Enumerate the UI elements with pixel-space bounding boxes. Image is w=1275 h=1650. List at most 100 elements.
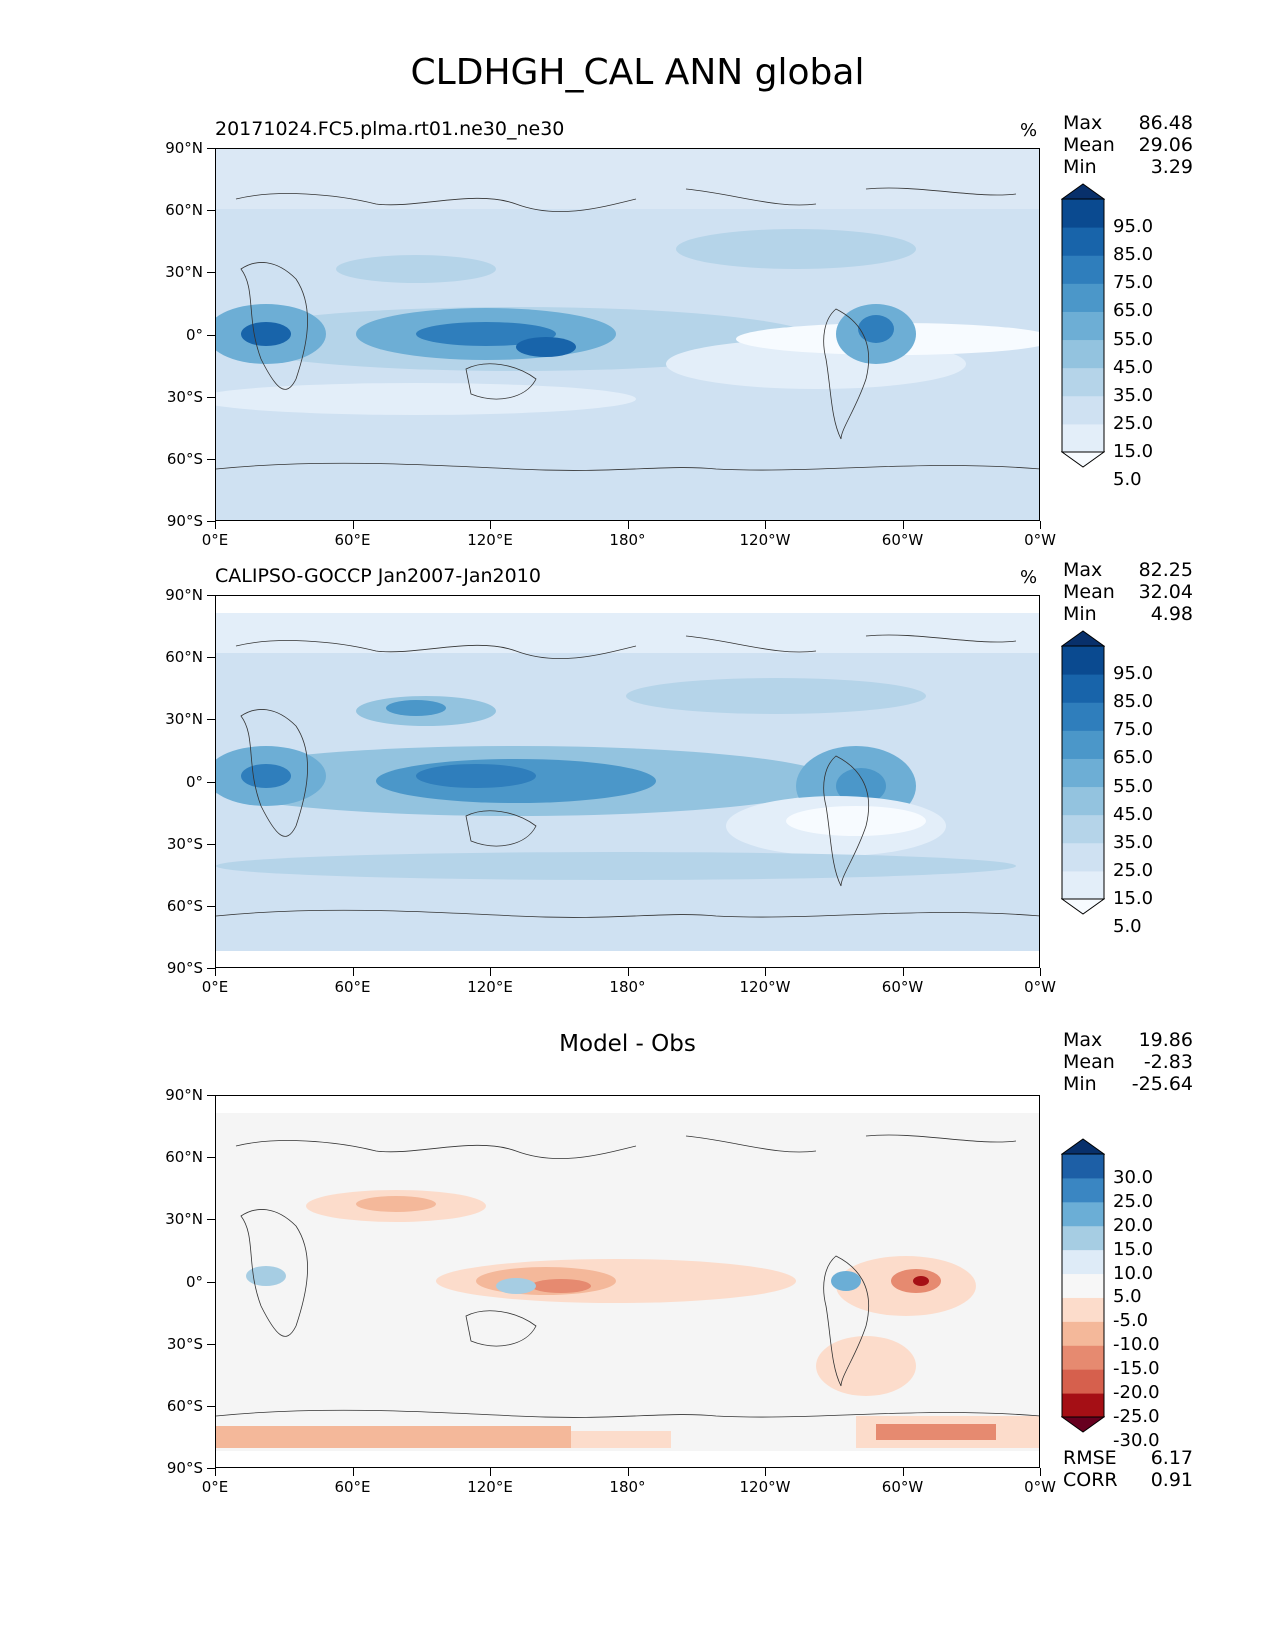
colorbar-segment — [1062, 339, 1104, 369]
lat-tick-label: 0° — [185, 325, 203, 344]
colorbar-tick-label: 55.0 — [1113, 775, 1154, 797]
lat-tick-mark — [207, 1219, 215, 1221]
lat-tick-label: 30°N — [165, 263, 203, 282]
lat-tick-label: 90°S — [166, 512, 203, 530]
colorbar-segment — [1062, 1154, 1104, 1179]
lat-tick-mark — [207, 657, 215, 659]
colorbar-segment — [1062, 730, 1104, 759]
lat-tick-mark — [207, 272, 215, 274]
colorbar-segment — [1062, 1201, 1104, 1227]
lat-tick-mark — [207, 968, 215, 969]
lon-tick-label: 120°W — [739, 978, 791, 996]
units-label: % — [1020, 567, 1038, 588]
difference-panel: Model - Obs Max 19.86 Mean -2.83 Min -25.64 — [0, 1029, 1275, 1491]
lat-tick-mark — [207, 905, 215, 907]
colorbar-tick-label: 20.0 — [1113, 1214, 1154, 1236]
stat-value: 86.48 — [1138, 112, 1193, 134]
lon-tick-mark — [490, 968, 491, 976]
colorbar-segment — [1062, 758, 1104, 788]
lat-tick-label: 90°N — [165, 586, 203, 604]
lat-tick-label: 90°S — [166, 959, 203, 977]
lat-tick-mark — [207, 521, 215, 522]
lat-tick-mark — [207, 396, 215, 398]
lon-tick-mark — [215, 968, 216, 976]
lon-tick-mark — [215, 1468, 216, 1476]
lon-tick-label: 180° — [609, 1478, 646, 1496]
lon-tick-label: 120°E — [467, 1478, 513, 1496]
map-plot — [215, 595, 1040, 968]
lat-tick-label: 60°S — [166, 1396, 203, 1415]
colorbar-extend-top — [1061, 630, 1105, 647]
lat-tick-mark — [207, 334, 215, 336]
lat-tick-label: 60°N — [165, 201, 203, 220]
lon-tick-label: 0°W — [1024, 531, 1056, 549]
lon-tick-label: 60°E — [334, 978, 371, 996]
lat-tick-label: 60°N — [165, 648, 203, 667]
colorbar-tick-label: 5.0 — [1113, 469, 1142, 491]
colorbar-segment — [1062, 395, 1104, 425]
stat-value: 4.98 — [1150, 603, 1193, 625]
lat-tick-mark — [207, 458, 215, 460]
lon-tick-label: 0°E — [201, 978, 229, 996]
colorbar-segment — [1062, 1345, 1104, 1370]
lon-tick-label: 120°W — [739, 531, 791, 549]
colorbar-segment — [1062, 255, 1104, 284]
colorbar-tick-label: 65.0 — [1113, 300, 1154, 322]
colorbar-tick-label: 85.0 — [1113, 244, 1154, 266]
stat-name: Max — [1063, 559, 1103, 581]
colorbar-tick-label: 15.0 — [1113, 1238, 1154, 1260]
lat-tick-mark — [207, 1281, 215, 1283]
colorbar-segment — [1062, 702, 1104, 731]
colorbar-tick-label: 25.0 — [1113, 412, 1154, 434]
lat-tick-mark — [207, 210, 215, 212]
lon-tick-mark — [352, 1468, 354, 1476]
lon-tick-label: 180° — [609, 978, 646, 996]
colorbar-tick-label: 95.0 — [1113, 663, 1154, 685]
stat-value: 82.25 — [1138, 559, 1193, 581]
colorbar-tick-label: 5.0 — [1113, 1286, 1142, 1308]
lat-tick-label: 60°S — [166, 449, 203, 468]
colorbar-tick-label: -10.0 — [1113, 1334, 1160, 1356]
colorbar-tick-label: 10.0 — [1113, 1262, 1154, 1284]
colorbar-tick-label: 65.0 — [1113, 747, 1154, 769]
colorbar-extend-top — [1061, 1138, 1105, 1155]
lat-tick-mark — [207, 1095, 215, 1096]
colorbar-tick-label: 15.0 — [1113, 441, 1154, 462]
stat-value: -2.83 — [1143, 1051, 1193, 1073]
colorbar-extend-top — [1061, 183, 1105, 200]
panel-label: CALIPSO-GOCCP Jan2007-Jan2010 — [215, 565, 541, 587]
lon-tick-mark — [902, 968, 904, 976]
colorbar-segment — [1062, 674, 1104, 703]
stat-name: Max — [1063, 1029, 1103, 1051]
lon-tick-mark — [902, 521, 904, 529]
lat-tick-label: 30°S — [166, 1334, 203, 1353]
colorbar — [1061, 630, 1105, 915]
panel-label: 20171024.FC5.plma.rt01.ne30_ne30 — [215, 118, 565, 140]
lon-tick-label: 60°W — [881, 1478, 924, 1496]
lat-tick-mark — [207, 719, 215, 721]
lon-tick-mark — [627, 521, 629, 529]
lon-tick-mark — [1040, 521, 1041, 529]
lon-tick-mark — [1040, 1468, 1041, 1476]
lon-tick-mark — [627, 1468, 629, 1476]
lon-tick-mark — [352, 521, 354, 529]
colorbar-tick-label: 15.0 — [1113, 888, 1154, 909]
colorbar-outline — [1061, 645, 1105, 900]
colorbar-segment — [1062, 814, 1104, 844]
colorbar-segment — [1062, 311, 1104, 341]
colorbar-tick-label: -20.0 — [1113, 1382, 1160, 1404]
colorbar-segment — [1062, 1321, 1104, 1346]
lat-tick-label: 0° — [185, 1272, 203, 1291]
lon-tick-label: 60°E — [334, 1478, 371, 1496]
lon-tick-label: 60°E — [334, 531, 371, 549]
lon-tick-mark — [765, 521, 766, 529]
lat-tick-mark — [207, 148, 215, 149]
colorbar-segment — [1062, 227, 1104, 256]
lat-tick-label: 90°N — [165, 139, 203, 157]
lat-tick-label: 30°S — [166, 387, 203, 406]
colorbar — [1061, 183, 1105, 468]
colorbar-segment — [1062, 1297, 1104, 1322]
stat-value: 32.04 — [1138, 581, 1193, 603]
colorbar-tick-label: 25.0 — [1113, 859, 1154, 881]
colorbar-tick-label: 45.0 — [1113, 803, 1154, 825]
